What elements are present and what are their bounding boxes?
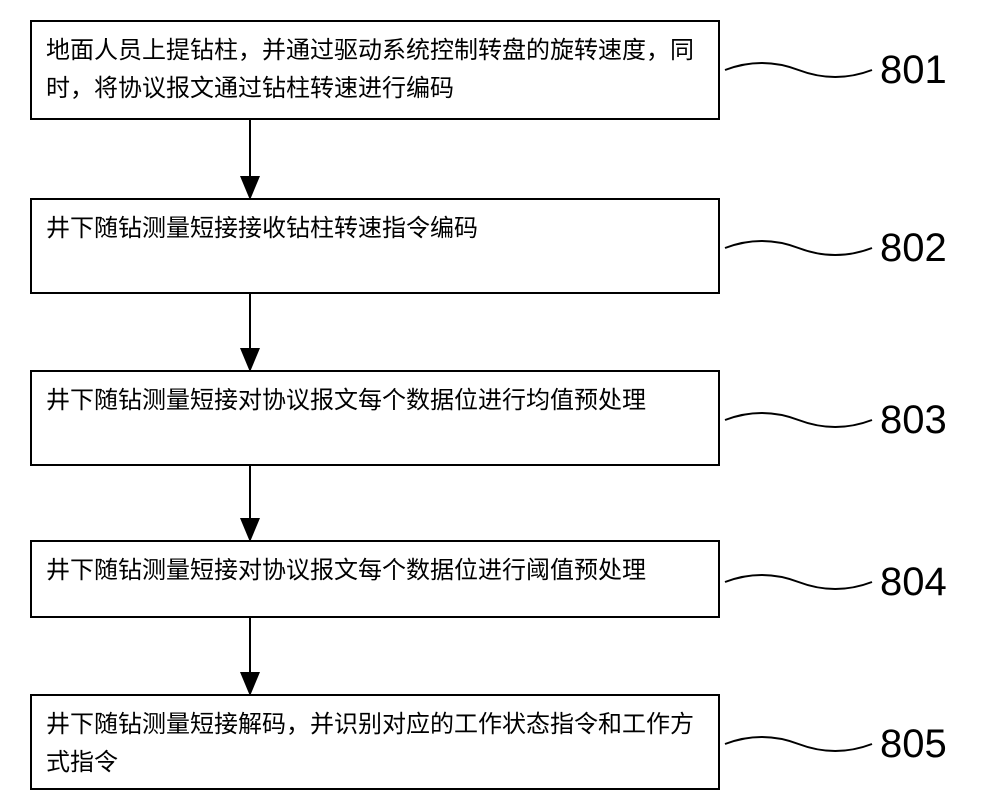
wavy-connector bbox=[725, 575, 872, 589]
step-number-label: 801 bbox=[880, 48, 947, 93]
flow-step-text: 井下随钻测量短接解码，并识别对应的工作状态指令和工作方式指令 bbox=[46, 706, 704, 783]
step-number-label: 804 bbox=[880, 560, 947, 605]
flow-step-804: 井下随钻测量短接对协议报文每个数据位进行阈值预处理 bbox=[30, 540, 720, 618]
flow-step-805: 井下随钻测量短接解码，并识别对应的工作状态指令和工作方式指令 bbox=[30, 694, 720, 790]
flow-step-802: 井下随钻测量短接接收钻柱转速指令编码 bbox=[30, 198, 720, 294]
wavy-connector bbox=[725, 737, 872, 751]
wavy-connector bbox=[725, 413, 872, 427]
flow-step-801: 地面人员上提钻柱，并通过驱动系统控制转盘的旋转速度，同时，将协议报文通过钻柱转速… bbox=[30, 20, 720, 120]
flow-step-text: 井下随钻测量短接对协议报文每个数据位进行均值预处理 bbox=[46, 382, 704, 420]
wavy-connector bbox=[725, 241, 872, 255]
step-number-label: 803 bbox=[880, 398, 947, 443]
flow-step-text: 井下随钻测量短接对协议报文每个数据位进行阈值预处理 bbox=[46, 552, 704, 590]
wavy-connector bbox=[725, 63, 872, 77]
flow-step-text: 地面人员上提钻柱，并通过驱动系统控制转盘的旋转速度，同时，将协议报文通过钻柱转速… bbox=[46, 32, 704, 109]
flow-step-803: 井下随钻测量短接对协议报文每个数据位进行均值预处理 bbox=[30, 370, 720, 466]
flow-step-text: 井下随钻测量短接接收钻柱转速指令编码 bbox=[46, 210, 704, 248]
step-number-label: 802 bbox=[880, 226, 947, 271]
step-number-label: 805 bbox=[880, 722, 947, 767]
